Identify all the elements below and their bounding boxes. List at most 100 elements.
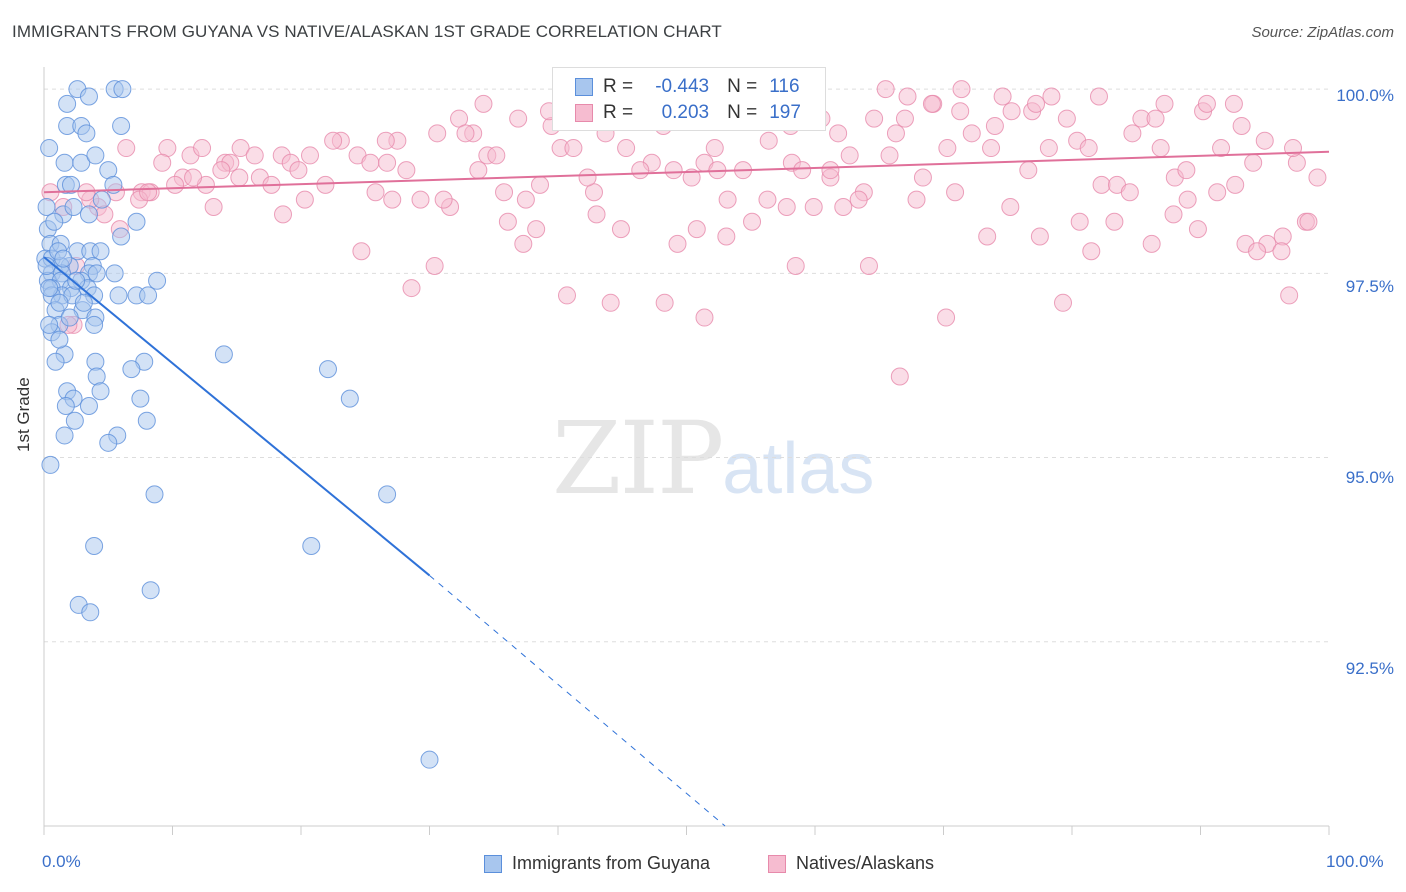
natives-point <box>193 139 212 158</box>
natives-point <box>1212 139 1231 158</box>
guyana-point <box>127 212 146 231</box>
natives-point <box>1019 161 1038 180</box>
natives-point <box>895 109 914 128</box>
guyana-point <box>318 360 337 379</box>
natives-point <box>793 161 812 180</box>
guyana-point <box>65 411 84 430</box>
y-axis-label: 1st Grade <box>14 377 33 452</box>
natives-point <box>1082 242 1101 261</box>
r-value: -0.443 <box>655 76 710 97</box>
natives-point <box>985 116 1004 135</box>
natives-point <box>804 198 823 217</box>
n-label: N = <box>727 102 758 123</box>
natives-point <box>611 220 630 239</box>
natives-point <box>469 161 488 180</box>
natives-point <box>245 146 264 165</box>
natives-point <box>212 161 231 180</box>
guyana-point <box>302 536 321 555</box>
guyana-point <box>40 315 59 334</box>
natives-point <box>166 175 185 194</box>
guyana-points <box>36 80 439 769</box>
natives-point <box>840 146 859 165</box>
natives-point <box>718 190 737 209</box>
natives-point <box>938 139 957 158</box>
guyana-point <box>79 87 98 106</box>
natives-point <box>682 168 701 187</box>
n-value: 197 <box>769 102 801 123</box>
natives-point <box>876 80 895 99</box>
legend-item-natives: Natives/Alaskans <box>768 853 934 874</box>
natives-point <box>1001 198 1020 217</box>
natives-point <box>95 205 114 224</box>
natives-point <box>631 161 650 180</box>
guyana-point <box>58 94 77 113</box>
natives-point <box>880 146 899 165</box>
guyana-point <box>122 360 141 379</box>
guyana-point <box>85 315 104 334</box>
natives-point <box>204 198 223 217</box>
r-label: R = <box>603 76 634 97</box>
guyana-point <box>74 293 93 312</box>
natives-point <box>509 109 528 128</box>
natives-point <box>937 308 956 327</box>
guyana-point <box>67 271 86 290</box>
natives-point <box>655 293 674 312</box>
natives-point <box>982 139 1001 158</box>
natives-point <box>1308 168 1327 187</box>
natives-point <box>1002 102 1021 121</box>
guyana-point <box>105 264 124 283</box>
guyana-trend-line <box>43 256 431 577</box>
r-label: R = <box>603 102 634 123</box>
natives-point <box>829 124 848 143</box>
natives-point <box>743 212 762 231</box>
natives-point <box>859 256 878 275</box>
natives-point <box>617 139 636 158</box>
guyana-point <box>91 242 110 261</box>
trend-lines <box>43 150 1330 827</box>
natives-point <box>601 293 620 312</box>
natives-point <box>759 131 778 150</box>
natives-point <box>1272 242 1291 261</box>
natives-point <box>664 161 683 180</box>
guyana-trend-extension <box>429 575 726 827</box>
n-label: N = <box>727 76 758 97</box>
natives-point <box>890 367 909 386</box>
blue-swatch <box>575 78 593 96</box>
guyana-point <box>87 367 106 386</box>
guyana-point <box>81 603 100 622</box>
x-tick-label: 0.0% <box>42 852 81 871</box>
natives-point <box>139 183 158 202</box>
natives-point <box>300 146 319 165</box>
natives-point <box>1188 220 1207 239</box>
natives-point <box>1224 94 1243 113</box>
guyana-point <box>112 116 131 135</box>
natives-point <box>153 153 172 172</box>
guyana-point <box>378 485 397 504</box>
natives-point <box>1299 212 1318 231</box>
guyana-point <box>72 153 91 172</box>
natives-point <box>821 161 840 180</box>
natives-point <box>578 168 597 187</box>
natives-point <box>514 234 533 253</box>
natives-point <box>428 124 447 143</box>
natives-point <box>1089 87 1108 106</box>
natives-point <box>1177 161 1196 180</box>
guyana-point <box>141 581 160 600</box>
natives-point <box>1123 124 1142 143</box>
guyana-point <box>99 433 118 452</box>
natives-point <box>352 242 371 261</box>
natives-point <box>411 190 430 209</box>
natives-point <box>1226 175 1245 194</box>
guyana-point <box>113 80 132 99</box>
natives-point <box>527 220 546 239</box>
natives-point <box>951 102 970 121</box>
natives-point <box>705 139 724 158</box>
natives-point <box>402 279 421 298</box>
pink-swatch <box>575 104 593 122</box>
natives-point <box>1244 153 1263 172</box>
y-tick-label: 95.0% <box>1345 468 1394 487</box>
guyana-point <box>137 411 156 430</box>
guyana-point <box>109 286 128 305</box>
guyana-point <box>40 139 59 158</box>
r-value: 0.203 <box>661 102 710 123</box>
